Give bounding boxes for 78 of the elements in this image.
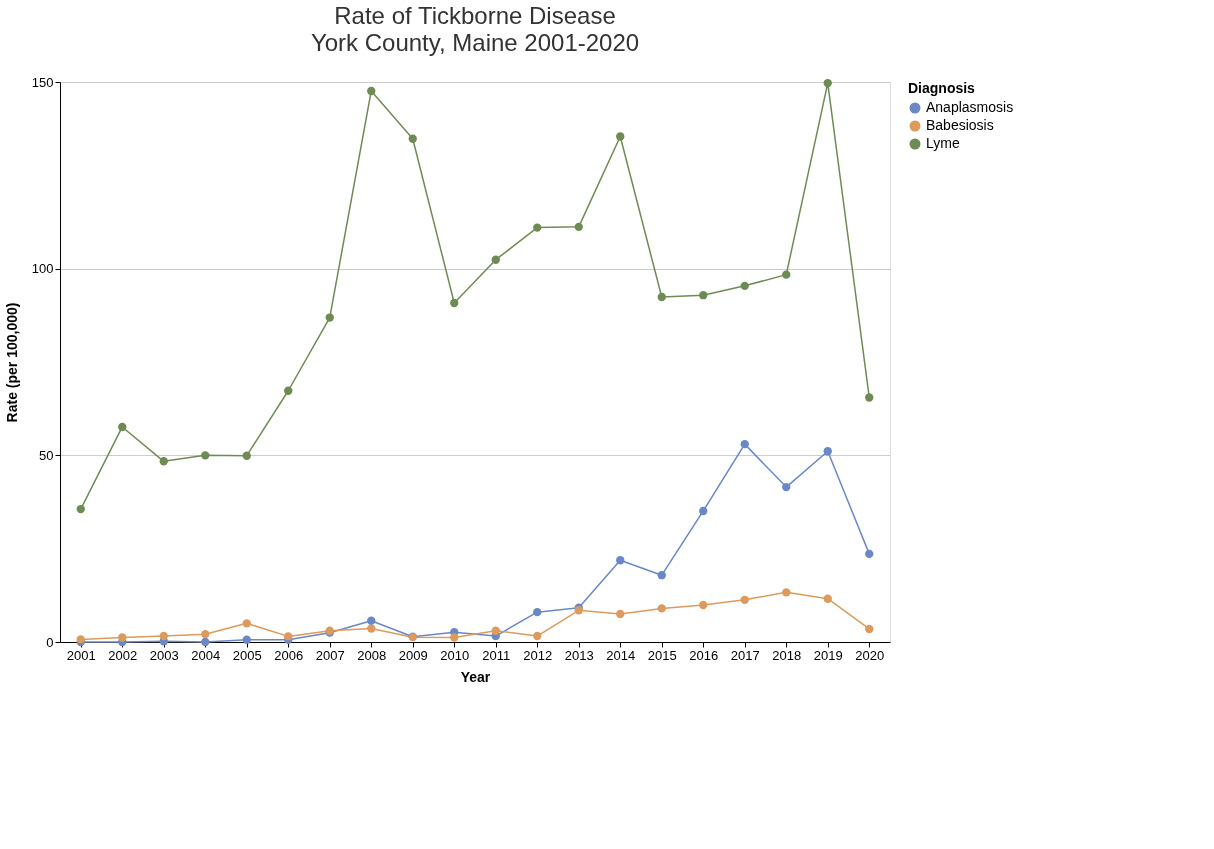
x-tick-label: 2020 (855, 647, 885, 663)
point (159, 457, 168, 466)
point (740, 281, 749, 291)
x-tick-label: 2019 (813, 647, 843, 663)
point (450, 633, 459, 642)
y-tick-label: 100 (31, 261, 54, 277)
x-tick-label: 2017 (730, 647, 760, 663)
point (657, 571, 666, 580)
point (201, 629, 210, 639)
point (242, 635, 251, 644)
x-tick-label: 2018 (772, 647, 802, 663)
point (823, 78, 832, 88)
point (533, 223, 542, 232)
point (533, 631, 542, 641)
point (159, 631, 168, 641)
x-tick-label: 2001 (66, 647, 96, 663)
point (491, 255, 500, 264)
x-tick-label: 2012 (523, 647, 553, 663)
x-tick-label: 2014 (606, 647, 636, 663)
point (408, 134, 417, 143)
point (325, 313, 334, 322)
point (491, 626, 500, 635)
point (201, 451, 210, 460)
y-tick-label: 50 (39, 447, 54, 463)
y-axis-title: Rate (per 100,000) (3, 302, 20, 423)
chart-title: Rate of Tickborne Disease (334, 2, 616, 29)
point (284, 386, 293, 395)
point (201, 637, 210, 647)
point (865, 393, 874, 402)
legend-label: Babesiosis (926, 117, 994, 133)
point (699, 291, 708, 300)
x-axis-title: Year (460, 668, 491, 685)
point (367, 86, 376, 96)
x-tick-label: 2015 (647, 647, 677, 663)
point (699, 600, 708, 610)
y-tick-label: 150 (31, 74, 54, 90)
point (865, 549, 874, 559)
x-tick-label: 2007 (315, 647, 345, 663)
chart-subtitle: York County, Maine 2001-2020 (310, 29, 640, 56)
point (533, 607, 542, 617)
point (574, 222, 583, 232)
point (740, 595, 749, 604)
point (657, 604, 666, 613)
point (242, 619, 251, 628)
point (367, 616, 376, 625)
legend-label: Lyme (926, 135, 960, 151)
x-tick-label: 2009 (398, 647, 428, 663)
point (616, 556, 625, 565)
x-tick-label: 2004 (191, 647, 221, 663)
point (616, 132, 625, 141)
legend-title: Diagnosis (908, 80, 976, 96)
point (782, 270, 791, 279)
x-tick-label: 2011 (482, 647, 511, 663)
point (740, 439, 749, 449)
point (118, 633, 127, 642)
point (823, 447, 832, 456)
legend-label: Anaplasmosis (926, 99, 1014, 115)
point (823, 594, 832, 603)
point (367, 624, 376, 633)
point (782, 588, 791, 597)
x-tick-label: 2006 (274, 647, 304, 663)
point (242, 451, 251, 460)
point (782, 482, 791, 492)
point (616, 609, 625, 619)
x-tick-label: 2010 (440, 647, 470, 663)
x-tick-label: 2002 (108, 647, 138, 663)
point (865, 624, 874, 634)
y-tick-label: 0 (46, 634, 54, 650)
x-tick-label: 2013 (564, 647, 594, 663)
point (118, 422, 127, 432)
x-tick-label: 2005 (232, 647, 262, 663)
x-tick-label: 2016 (689, 647, 719, 663)
point (699, 506, 708, 516)
point (76, 504, 85, 514)
point (657, 292, 666, 302)
x-tick-label: 2003 (149, 647, 179, 663)
x-tick-label: 2008 (357, 647, 387, 663)
point (450, 298, 459, 308)
